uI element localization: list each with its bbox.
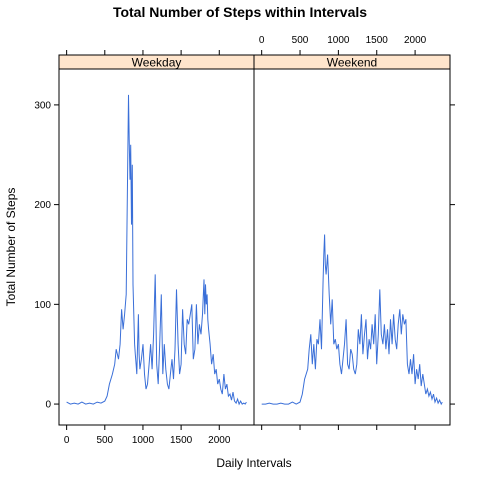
chart-title: Total Number of Steps within Intervals [113,4,367,20]
x-axis-label: Daily Intervals [216,456,291,470]
x-tick-label: 1000 [327,35,350,46]
y-tick-label: 100 [34,300,51,311]
strip-label-weekend: Weekend [327,56,377,70]
x-tick-label: 500 [292,35,309,46]
y-axis-label: Total Number of Steps [4,188,18,307]
x-tick-label: 2000 [404,35,427,46]
x-tick-label: 0 [259,35,265,46]
x-tick-label: 1500 [366,35,389,46]
series-line-weekday [66,94,247,406]
y-tick-label: 300 [34,100,51,111]
x-tick-label: 0 [64,435,70,446]
series-line-weekend [261,234,443,406]
strip-label-weekday: Weekday [132,56,182,70]
panel-weekend: Weekend [253,54,451,426]
x-tick-label: 2000 [208,435,231,446]
y-tick-label: 200 [34,200,51,211]
x-tick-label: 1000 [132,435,155,446]
panel-weekday: Weekday [58,54,255,426]
x-tick-label: 1500 [170,435,193,446]
axes: 0 0 500 500 1000 1000 1500 1500 2000 2000 0 100 200 3… [34,35,455,446]
x-tick-label: 500 [96,435,113,446]
plot-area-weekday [58,68,255,426]
y-tick-label: 0 [45,400,51,411]
plot-area-weekend [253,68,451,426]
